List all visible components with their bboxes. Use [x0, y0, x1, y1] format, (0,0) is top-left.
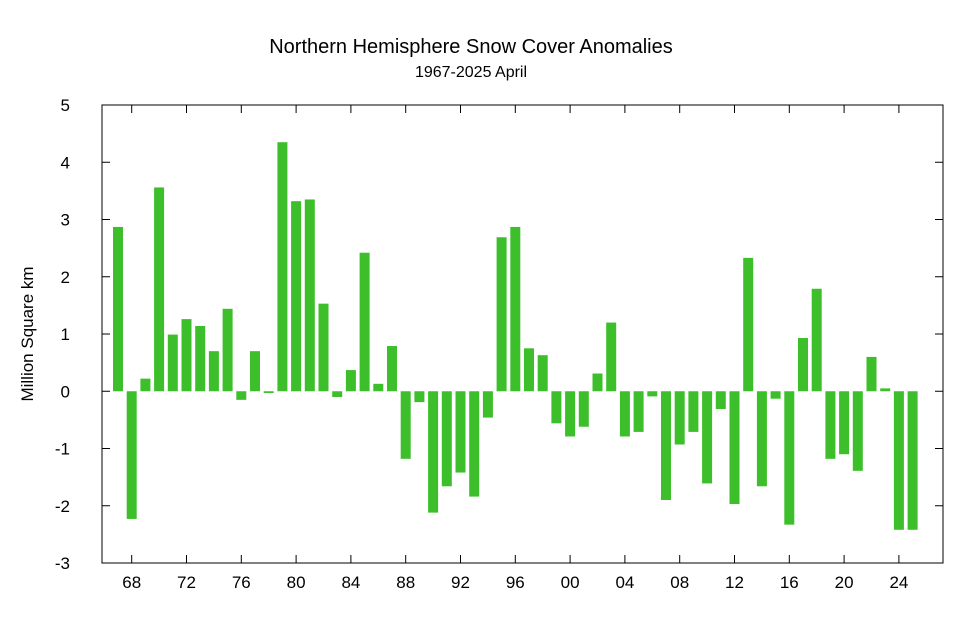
bar-1990 [428, 391, 439, 513]
bar-2005 [633, 391, 644, 432]
bar-2019 [825, 391, 836, 459]
bar-1991 [441, 391, 452, 487]
bar-1978 [263, 391, 274, 393]
bar-2003 [606, 322, 617, 392]
x-tick-label: 12 [725, 573, 744, 592]
x-tick-label: 68 [122, 573, 141, 592]
x-tick-label: 92 [451, 573, 470, 592]
bar-1979 [277, 142, 288, 392]
bar-1995 [496, 237, 507, 392]
bar-2009 [688, 391, 699, 432]
x-tick-label: 72 [177, 573, 196, 592]
y-tick-label: 2 [61, 268, 70, 287]
bar-1969 [140, 378, 151, 392]
bar-2001 [578, 391, 589, 427]
bar-2013 [743, 257, 754, 392]
bar-2017 [798, 338, 808, 392]
y-tick-label: 0 [61, 382, 70, 401]
bar-1994 [482, 391, 493, 418]
ticks-group [102, 104, 943, 564]
bar-1973 [195, 325, 206, 392]
x-tick-label: 20 [835, 573, 854, 592]
bar-1970 [154, 187, 165, 392]
bar-2010 [702, 391, 713, 484]
plot-frame [101, 104, 944, 564]
chart-subtitle: 1967-2025 April [415, 64, 527, 81]
bar-2015 [770, 391, 781, 399]
bar-2022 [866, 356, 877, 392]
bar-1967 [113, 226, 123, 392]
bar-1989 [414, 391, 425, 403]
bar-1975 [222, 308, 233, 392]
bar-2025 [907, 391, 918, 530]
y-tick-label: -1 [55, 440, 70, 459]
x-tick-label: 16 [780, 573, 799, 592]
bar-1968 [126, 391, 137, 519]
y-tick-labels: 5 4 3 2 1 0 -1 -2 -3 [55, 96, 70, 573]
bar-2006 [647, 391, 658, 397]
bar-1971 [167, 334, 178, 392]
x-tick-label: 00 [561, 573, 580, 592]
y-tick-label: -3 [55, 554, 70, 573]
bar-2000 [565, 391, 576, 437]
bar-1997 [524, 348, 534, 392]
bar-2007 [661, 391, 671, 501]
bar-2004 [619, 391, 630, 437]
bar-1972 [181, 319, 192, 392]
y-tick-label: 4 [61, 153, 70, 172]
bar-2011 [715, 391, 726, 409]
x-tick-label: 76 [232, 573, 251, 592]
y-tick-label: -2 [55, 497, 70, 516]
bar-1980 [291, 201, 302, 392]
chart-title: Northern Hemisphere Snow Cover Anomalies [269, 36, 673, 58]
bar-1985 [359, 252, 370, 392]
bar-1982 [318, 303, 329, 392]
bar-1976 [236, 391, 247, 400]
x-tick-label: 96 [506, 573, 525, 592]
bar-1987 [387, 346, 397, 392]
bar-1984 [345, 370, 356, 392]
y-tick-label: 1 [61, 325, 70, 344]
x-tick-label: 88 [396, 573, 415, 592]
bar-1977 [250, 351, 260, 392]
bar-2012 [729, 391, 740, 505]
x-tick-label: 08 [670, 573, 689, 592]
y-axis-label: Million Square km [18, 266, 37, 401]
bar-2016 [784, 391, 795, 525]
bar-2023 [880, 388, 891, 392]
x-tick-label: 24 [889, 573, 908, 592]
bar-2008 [674, 391, 685, 445]
y-tick-label: 3 [61, 211, 70, 230]
bar-1996 [510, 226, 521, 392]
bar-1974 [208, 351, 219, 392]
bar-1986 [373, 383, 384, 392]
bar-1981 [304, 199, 315, 392]
x-tick-label: 80 [287, 573, 306, 592]
bars-group [113, 142, 918, 530]
bar-1983 [332, 391, 343, 397]
bar-1988 [400, 391, 411, 459]
bar-2018 [811, 288, 822, 392]
x-tick-labels: 68 72 76 80 84 88 92 96 00 04 08 12 16 20 24 [122, 573, 908, 592]
bar-2021 [852, 391, 863, 471]
bar-2002 [592, 373, 603, 392]
bar-2014 [756, 391, 767, 487]
x-tick-label: 84 [341, 573, 360, 592]
bar-2020 [839, 391, 850, 455]
bar-1992 [455, 391, 466, 473]
bar-1993 [469, 391, 480, 497]
bar-2024 [893, 391, 904, 530]
x-tick-label: 04 [615, 573, 634, 592]
bar-1999 [551, 391, 562, 424]
y-tick-label: 5 [61, 96, 70, 115]
bar-1998 [537, 355, 548, 392]
